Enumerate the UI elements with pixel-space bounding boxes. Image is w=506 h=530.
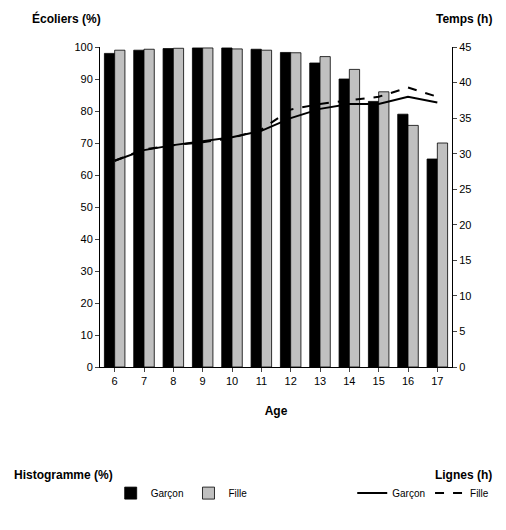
svg-text:Fille: Fille bbox=[470, 488, 489, 499]
svg-text:Histogramme (%): Histogramme (%) bbox=[14, 468, 113, 482]
svg-text:Lignes (h): Lignes (h) bbox=[435, 468, 492, 482]
svg-text:50: 50 bbox=[81, 201, 93, 213]
svg-text:20: 20 bbox=[459, 219, 471, 231]
svg-text:35: 35 bbox=[459, 112, 471, 124]
svg-text:Age: Age bbox=[265, 404, 288, 418]
svg-text:Écoliers (%): Écoliers (%) bbox=[32, 11, 101, 26]
svg-text:40: 40 bbox=[459, 76, 471, 88]
svg-text:Garçon: Garçon bbox=[392, 488, 425, 499]
svg-text:60: 60 bbox=[81, 169, 93, 181]
svg-text:12: 12 bbox=[285, 375, 297, 387]
svg-text:90: 90 bbox=[81, 73, 93, 85]
svg-text:11: 11 bbox=[256, 375, 267, 387]
svg-text:25: 25 bbox=[459, 183, 471, 195]
svg-text:7: 7 bbox=[141, 375, 147, 387]
svg-text:30: 30 bbox=[459, 148, 471, 160]
svg-text:8: 8 bbox=[170, 375, 176, 387]
svg-text:15: 15 bbox=[373, 375, 385, 387]
svg-text:17: 17 bbox=[431, 375, 443, 387]
svg-text:Garçon: Garçon bbox=[151, 488, 184, 499]
svg-text:15: 15 bbox=[459, 254, 471, 266]
svg-text:45: 45 bbox=[459, 41, 471, 53]
svg-text:70: 70 bbox=[81, 137, 93, 149]
svg-text:20: 20 bbox=[81, 297, 93, 309]
svg-text:10: 10 bbox=[81, 329, 93, 341]
svg-text:6: 6 bbox=[112, 375, 118, 387]
svg-text:80: 80 bbox=[81, 105, 93, 117]
svg-text:0: 0 bbox=[87, 361, 93, 373]
svg-text:0: 0 bbox=[459, 361, 465, 373]
svg-text:Fille: Fille bbox=[228, 488, 247, 499]
svg-text:10: 10 bbox=[226, 375, 238, 387]
svg-text:10: 10 bbox=[459, 290, 471, 302]
svg-text:100: 100 bbox=[74, 41, 92, 53]
svg-text:9: 9 bbox=[200, 375, 206, 387]
svg-text:16: 16 bbox=[402, 375, 414, 387]
svg-text:30: 30 bbox=[81, 265, 93, 277]
svg-text:14: 14 bbox=[343, 375, 355, 387]
svg-text:40: 40 bbox=[81, 233, 93, 245]
svg-text:13: 13 bbox=[314, 375, 326, 387]
svg-text:Temps (h): Temps (h) bbox=[436, 12, 492, 26]
svg-text:5: 5 bbox=[459, 325, 465, 337]
